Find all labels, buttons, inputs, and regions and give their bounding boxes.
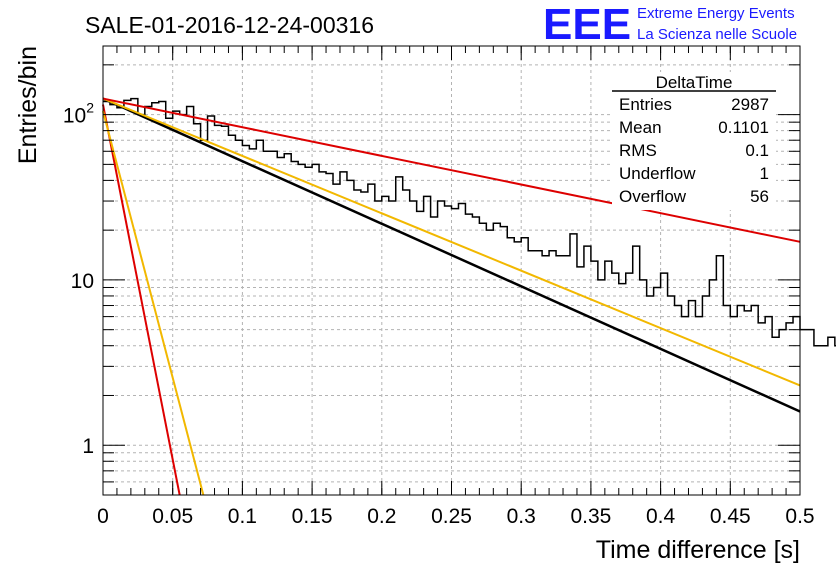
axis-ticks — [102, 46, 801, 496]
fit-curve — [102, 110, 205, 496]
y-tick-label-base: 10 — [71, 270, 94, 293]
stats-row-label: Overflow — [619, 187, 687, 206]
x-tick-labels: 0 0.05 0.1 0.15 0.2 0.25 0.3 0.35 0.4 0.45 0.5 — [97, 505, 814, 528]
stats-rows: Entries 2987 Mean 0.1101 RMS 0.1 Underflow 1 Ove… — [619, 95, 769, 206]
x-tick-label: 0.35 — [570, 505, 611, 528]
x-tick-label: 0.1 — [228, 505, 257, 528]
project-name: Extreme Energy Events — [637, 5, 795, 22]
y-tick-label-exponent: 2 — [86, 100, 94, 116]
stats-row-label: Mean — [619, 118, 662, 137]
stats-box: DeltaTime Entries 2987 Mean 0.1101 RMS 0.1 Und… — [612, 72, 776, 210]
x-tick-label: 0.4 — [646, 505, 676, 528]
y-tick-label-base: 1 — [82, 435, 94, 458]
stats-row-value: 56 — [750, 187, 769, 206]
y-axis-label: Entries/bin — [14, 46, 42, 164]
stats-row-label: Underflow — [619, 164, 696, 183]
x-tick-label: 0.15 — [292, 505, 333, 528]
stats-row-value: 1 — [760, 164, 769, 183]
project-subtitle: La Scienza nelle Scuole — [637, 26, 797, 43]
fit-curve — [102, 104, 181, 496]
stats-row-label: Entries — [619, 95, 672, 114]
x-axis-label: Time difference [s] — [596, 536, 800, 564]
run-title: SALE-01-2016-12-24-00316 — [85, 12, 374, 38]
stats-row-value: 2987 — [731, 95, 769, 114]
y-tick-label: 10 — [71, 270, 94, 293]
fit-curve — [102, 97, 801, 243]
stats-box-title: DeltaTime — [656, 73, 733, 92]
x-tick-label: 0.25 — [431, 505, 472, 528]
x-tick-label: 0.45 — [710, 505, 751, 528]
stats-row-value: 0.1101 — [718, 118, 769, 137]
stats-box-bg — [612, 72, 776, 210]
eee-logo-text: EEE — [543, 0, 631, 49]
stats-row-value: 0.1 — [745, 141, 769, 160]
x-tick-label: 0.05 — [152, 505, 193, 528]
x-tick-label: 0.2 — [367, 505, 396, 528]
y-tick-label: 102 — [63, 100, 94, 128]
y-tick-label: 1 — [82, 435, 94, 458]
eee-logo: EEE Extreme Energy Events La Scienza nel… — [543, 0, 797, 49]
x-tick-label: 0.3 — [507, 505, 536, 528]
y-tick-label-base: 10 — [63, 105, 86, 128]
fit-curve — [102, 97, 801, 387]
fit-curves — [102, 97, 801, 496]
stats-row-label: RMS — [619, 141, 657, 160]
x-tick-label: 0.5 — [785, 505, 814, 528]
histogram-series — [103, 97, 836, 347]
x-tick-label: 0 — [97, 505, 109, 528]
histogram-step-line — [103, 97, 836, 347]
fit-curve — [102, 97, 801, 413]
